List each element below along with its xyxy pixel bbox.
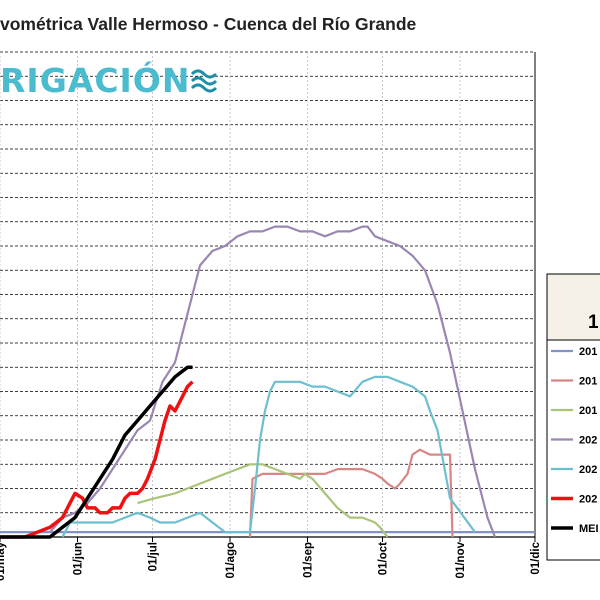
x-tick-label: 01/may (0, 541, 7, 581)
x-tick-label: 01/dic (530, 541, 542, 574)
x-tick-label: 01/jul (148, 542, 160, 571)
grid (0, 51, 536, 538)
legend: 1 201 201 201 202 202 202 MEI (546, 273, 600, 561)
legend-label: 202 (579, 464, 597, 476)
legend-header: 1 (588, 312, 599, 333)
legend-label: 202 (579, 435, 597, 447)
x-tick-label: 01/nov (455, 541, 467, 578)
x-tick-label: 01/ago (225, 542, 237, 578)
legend-label: 201 (579, 405, 597, 417)
legend-box (546, 339, 600, 561)
legend-label: MEI (579, 523, 599, 535)
series-line-3 (49, 225, 497, 538)
x-tick-label: 01/sep (303, 542, 315, 578)
legend-label: 201 (579, 346, 597, 358)
series-line-5 (0, 380, 194, 539)
series-line-1 (248, 448, 454, 538)
wave-icon (191, 69, 218, 93)
logo-text: RIGACIÓN (0, 60, 191, 100)
legend-label: 202 (579, 494, 597, 506)
x-tick-label: 01/jun (73, 542, 85, 575)
series-line-6 (0, 365, 193, 539)
x-axis: 01/may 01/jun 01/jul 01/ago 01/sep 01/oct 01/n… (0, 537, 542, 581)
x-tick-label: 01/oct (378, 542, 390, 575)
chart-title: vométrica Valle Hermoso - Cuenca del Río… (0, 14, 417, 34)
series-line-4 (61, 375, 476, 538)
series-line-2 (137, 463, 389, 538)
series-layer (0, 225, 535, 539)
logo: RIGACIÓN (0, 58, 220, 102)
legend-label: 201 (579, 376, 597, 388)
